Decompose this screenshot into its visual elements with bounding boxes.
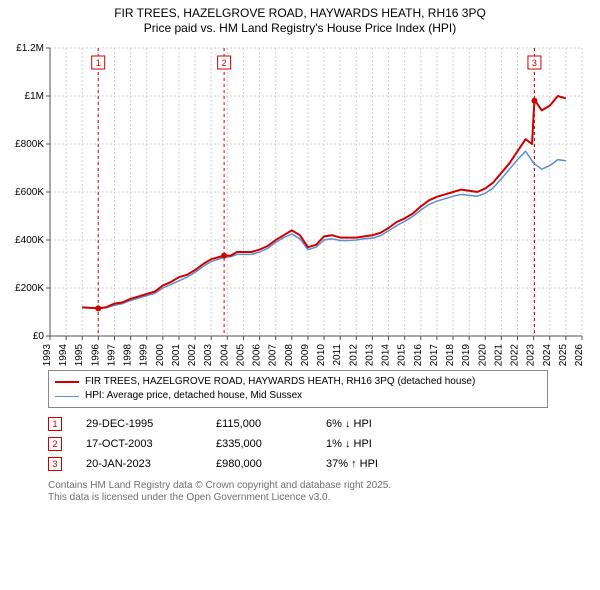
svg-text:2007: 2007 (268, 344, 279, 366)
table-row: 1 29-DEC-1995 £115,000 6% ↓ HPI (48, 414, 592, 434)
marker-date: 20-JAN-2023 (86, 458, 216, 470)
svg-text:2001: 2001 (171, 344, 182, 366)
svg-text:£800K: £800K (15, 139, 44, 150)
svg-text:2023: 2023 (526, 344, 537, 366)
legend: FIR TREES, HAZELGROVE ROAD, HAYWARDS HEA… (48, 370, 548, 408)
marker-badge: 2 (48, 437, 62, 451)
svg-text:2011: 2011 (332, 344, 343, 366)
svg-text:1993: 1993 (42, 344, 53, 366)
legend-item: FIR TREES, HAZELGROVE ROAD, HAYWARDS HEA… (55, 375, 541, 389)
svg-text:£0: £0 (33, 331, 45, 342)
marker-badge: 3 (48, 457, 62, 471)
svg-text:1994: 1994 (58, 344, 69, 366)
legend-item: HPI: Average price, detached house, Mid … (55, 389, 541, 403)
chart-title-line2: Price paid vs. HM Land Registry's House … (8, 21, 592, 36)
svg-text:2024: 2024 (542, 344, 553, 366)
chart-title-line1: FIR TREES, HAZELGROVE ROAD, HAYWARDS HEA… (8, 6, 592, 21)
svg-text:1998: 1998 (123, 344, 134, 366)
svg-text:2015: 2015 (397, 344, 408, 366)
svg-text:3: 3 (532, 58, 537, 68)
marker-pct: 6% ↓ HPI (326, 418, 446, 430)
marker-badge: 1 (48, 417, 62, 431)
marker-pct: 37% ↑ HPI (326, 458, 446, 470)
marker-price: £115,000 (216, 418, 326, 430)
credits: Contains HM Land Registry data © Crown c… (48, 480, 592, 504)
svg-text:2018: 2018 (445, 344, 456, 366)
legend-label: FIR TREES, HAZELGROVE ROAD, HAYWARDS HEA… (85, 375, 475, 389)
marker-date: 17-OCT-2003 (86, 438, 216, 450)
svg-text:2000: 2000 (155, 344, 166, 366)
svg-text:£600K: £600K (15, 187, 44, 198)
svg-text:£200K: £200K (15, 283, 44, 294)
svg-text:1995: 1995 (74, 344, 85, 366)
legend-swatch (55, 381, 79, 383)
svg-text:2006: 2006 (252, 344, 263, 366)
svg-text:1: 1 (96, 58, 101, 68)
svg-text:2014: 2014 (381, 344, 392, 366)
svg-text:2025: 2025 (558, 344, 569, 366)
svg-text:2019: 2019 (461, 344, 472, 366)
credits-line: This data is licensed under the Open Gov… (48, 492, 592, 504)
svg-text:1999: 1999 (139, 344, 150, 366)
marker-table: 1 29-DEC-1995 £115,000 6% ↓ HPI 2 17-OCT… (48, 414, 592, 474)
chart-container: FIR TREES, HAZELGROVE ROAD, HAYWARDS HEA… (0, 0, 600, 512)
marker-price: £335,000 (216, 438, 326, 450)
svg-text:2017: 2017 (429, 344, 440, 366)
svg-text:2010: 2010 (316, 344, 327, 366)
svg-text:2021: 2021 (493, 344, 504, 366)
svg-text:1996: 1996 (90, 344, 101, 366)
svg-text:£1.2M: £1.2M (16, 43, 44, 54)
svg-text:2013: 2013 (364, 344, 375, 366)
svg-text:2020: 2020 (477, 344, 488, 366)
svg-text:£1M: £1M (25, 91, 44, 102)
svg-text:2012: 2012 (348, 344, 359, 366)
svg-text:2009: 2009 (300, 344, 311, 366)
svg-text:2: 2 (222, 58, 227, 68)
svg-text:£400K: £400K (15, 235, 44, 246)
legend-swatch (55, 396, 79, 397)
price-chart: £0 £200K £400K £600K £800K £1M £1.2M 1993 1994 19… (8, 36, 592, 366)
svg-text:2022: 2022 (510, 344, 521, 366)
table-row: 2 17-OCT-2003 £335,000 1% ↓ HPI (48, 434, 592, 454)
svg-text:2003: 2003 (203, 344, 214, 366)
svg-text:2002: 2002 (187, 344, 198, 366)
marker-pct: 1% ↓ HPI (326, 438, 446, 450)
svg-text:2008: 2008 (284, 344, 295, 366)
svg-text:2005: 2005 (235, 344, 246, 366)
marker-price: £980,000 (216, 458, 326, 470)
marker-date: 29-DEC-1995 (86, 418, 216, 430)
legend-label: HPI: Average price, detached house, Mid … (85, 389, 302, 403)
svg-text:2004: 2004 (219, 344, 230, 366)
table-row: 3 20-JAN-2023 £980,000 37% ↑ HPI (48, 454, 592, 474)
credits-line: Contains HM Land Registry data © Crown c… (48, 480, 592, 492)
svg-text:1997: 1997 (106, 344, 117, 366)
chart-title-block: FIR TREES, HAZELGROVE ROAD, HAYWARDS HEA… (8, 6, 592, 36)
svg-text:2016: 2016 (413, 344, 424, 366)
svg-text:2026: 2026 (574, 344, 585, 366)
